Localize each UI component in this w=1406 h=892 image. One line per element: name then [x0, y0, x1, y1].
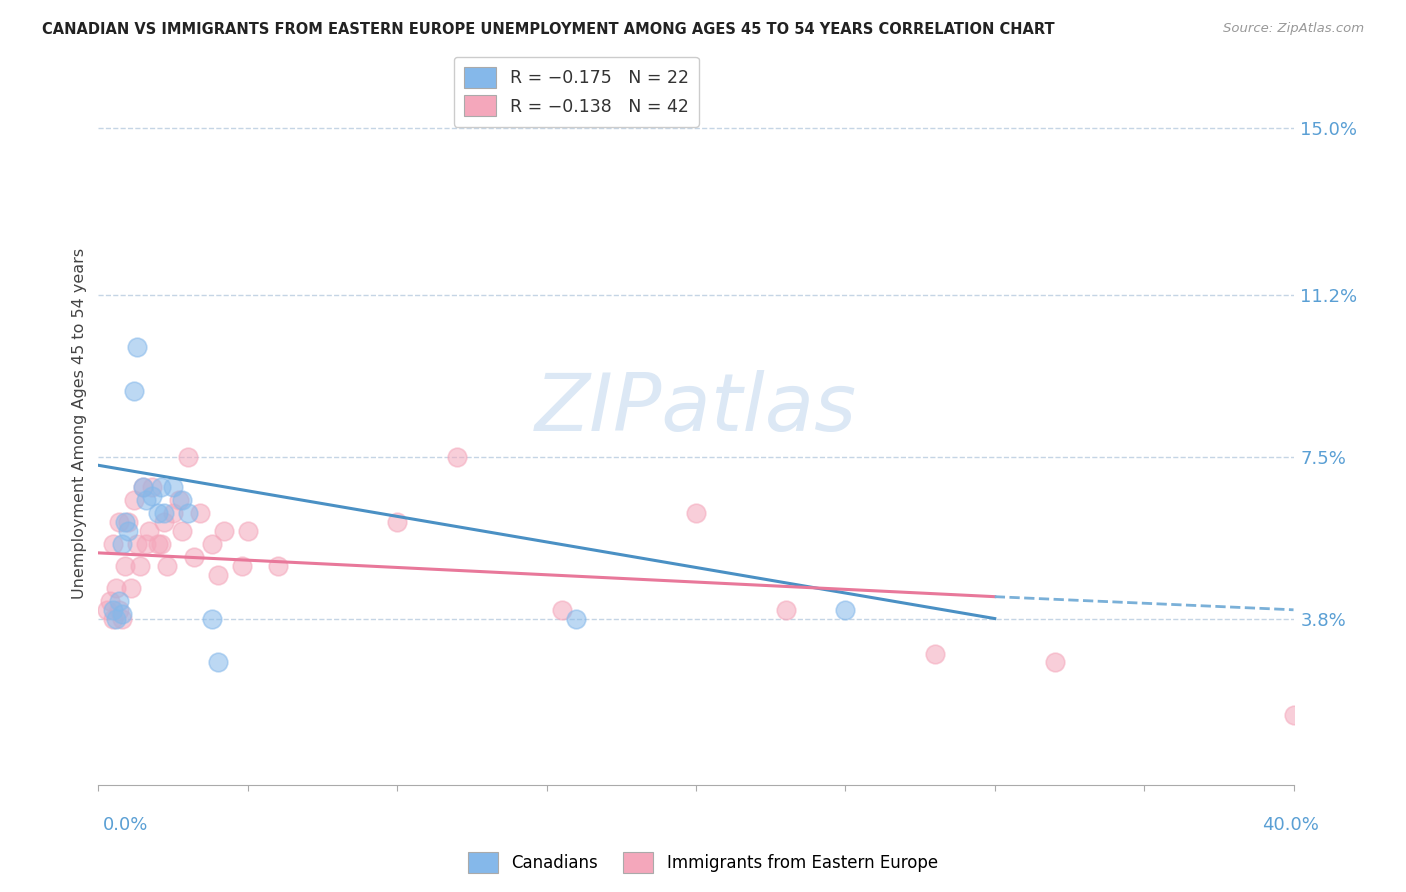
- Point: [120, 581, 142, 595]
- Point: [103, 611, 125, 625]
- Point: [132, 480, 155, 494]
- Point: [135, 537, 157, 551]
- Point: [201, 611, 224, 625]
- Point: [108, 515, 131, 529]
- Point: [267, 559, 290, 574]
- Point: [231, 559, 253, 574]
- Point: [150, 537, 173, 551]
- Point: [201, 537, 224, 551]
- Point: [111, 607, 134, 622]
- Point: [117, 524, 139, 538]
- Point: [96, 603, 118, 617]
- Point: [167, 493, 190, 508]
- Point: [129, 559, 152, 574]
- Point: [105, 611, 128, 625]
- Point: [153, 515, 176, 529]
- Point: [924, 647, 946, 661]
- Point: [103, 603, 125, 617]
- Point: [207, 567, 229, 582]
- Point: [148, 537, 170, 551]
- Point: [775, 603, 797, 617]
- Point: [177, 450, 200, 464]
- Point: [117, 515, 139, 529]
- Point: [177, 507, 200, 521]
- Point: [162, 480, 184, 494]
- Point: [148, 507, 170, 521]
- Point: [834, 603, 856, 617]
- Point: [183, 550, 205, 565]
- Text: CANADIAN VS IMMIGRANTS FROM EASTERN EUROPE UNEMPLOYMENT AMONG AGES 45 TO 54 YEAR: CANADIAN VS IMMIGRANTS FROM EASTERN EURO…: [42, 22, 1054, 37]
- Point: [138, 524, 160, 538]
- Point: [565, 611, 588, 625]
- Point: [236, 524, 259, 538]
- Point: [108, 594, 131, 608]
- Point: [385, 515, 409, 529]
- Text: 40.0%: 40.0%: [1263, 816, 1319, 834]
- Point: [114, 559, 136, 574]
- Point: [135, 493, 157, 508]
- Point: [103, 537, 125, 551]
- Point: [172, 524, 194, 538]
- Point: [188, 507, 211, 521]
- Point: [98, 594, 122, 608]
- Point: [124, 493, 146, 508]
- Point: [212, 524, 235, 538]
- Point: [153, 507, 176, 521]
- Point: [1282, 707, 1305, 722]
- Point: [141, 480, 163, 494]
- Point: [172, 493, 194, 508]
- Point: [446, 450, 468, 464]
- Point: [105, 581, 128, 595]
- Legend: R = −0.175   N = 22, R = −0.138   N = 42: R = −0.175 N = 22, R = −0.138 N = 42: [454, 57, 699, 127]
- Point: [108, 603, 131, 617]
- Point: [124, 384, 146, 398]
- Point: [156, 559, 179, 574]
- Point: [685, 507, 707, 521]
- Point: [114, 515, 136, 529]
- Point: [111, 611, 134, 625]
- Legend: Canadians, Immigrants from Eastern Europe: Canadians, Immigrants from Eastern Europ…: [461, 846, 945, 880]
- Point: [111, 537, 134, 551]
- Y-axis label: Unemployment Among Ages 45 to 54 years: Unemployment Among Ages 45 to 54 years: [72, 248, 87, 599]
- Point: [550, 603, 572, 617]
- Point: [127, 537, 149, 551]
- Point: [150, 480, 173, 494]
- Point: [162, 507, 184, 521]
- Text: ZIPatlas: ZIPatlas: [534, 370, 858, 449]
- Text: Source: ZipAtlas.com: Source: ZipAtlas.com: [1223, 22, 1364, 36]
- Point: [132, 480, 155, 494]
- Point: [127, 340, 149, 354]
- Point: [207, 656, 229, 670]
- Text: 0.0%: 0.0%: [103, 816, 148, 834]
- Point: [1043, 656, 1066, 670]
- Point: [141, 489, 163, 503]
